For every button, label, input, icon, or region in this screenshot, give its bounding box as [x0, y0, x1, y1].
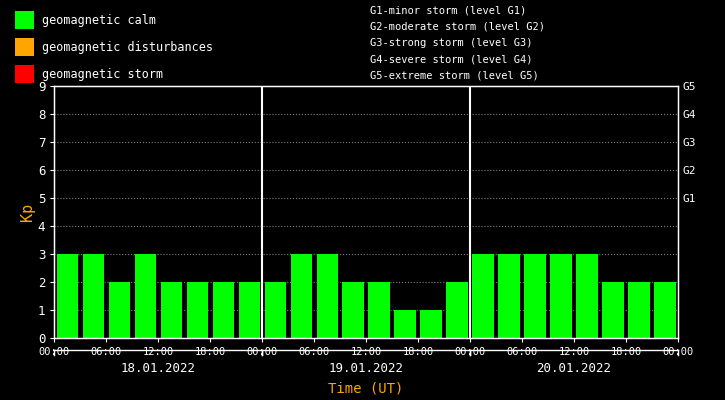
Text: Time (UT): Time (UT) [328, 382, 404, 396]
Bar [550, 254, 571, 338]
Bar [524, 254, 546, 338]
Bar [342, 282, 364, 338]
Text: 19.01.2022: 19.01.2022 [328, 362, 404, 375]
Bar [368, 282, 390, 338]
Bar [83, 254, 104, 338]
Bar [57, 254, 78, 338]
Text: G5-extreme storm (level G5): G5-extreme storm (level G5) [370, 71, 539, 81]
Text: 18.01.2022: 18.01.2022 [121, 362, 196, 375]
Text: G3-strong storm (level G3): G3-strong storm (level G3) [370, 38, 532, 48]
Bar [239, 282, 260, 338]
Bar [161, 282, 182, 338]
Bar [473, 254, 494, 338]
Bar [186, 282, 208, 338]
Bar [629, 282, 650, 338]
Bar [602, 282, 624, 338]
Bar [394, 310, 415, 338]
Bar [265, 282, 286, 338]
Bar [14, 65, 34, 83]
Bar [14, 38, 34, 56]
Bar [447, 282, 468, 338]
Bar [14, 11, 34, 29]
Bar [291, 254, 312, 338]
Text: G2-moderate storm (level G2): G2-moderate storm (level G2) [370, 22, 544, 32]
Bar [135, 254, 156, 338]
Y-axis label: Kp: Kp [20, 203, 35, 221]
Text: G1-minor storm (level G1): G1-minor storm (level G1) [370, 5, 526, 15]
Bar [317, 254, 338, 338]
Bar [420, 310, 442, 338]
Bar [109, 282, 130, 338]
Text: G4-severe storm (level G4): G4-severe storm (level G4) [370, 54, 532, 64]
Text: 20.01.2022: 20.01.2022 [536, 362, 611, 375]
Bar [576, 254, 597, 338]
Text: geomagnetic storm: geomagnetic storm [41, 68, 163, 81]
Bar [498, 254, 520, 338]
Text: geomagnetic calm: geomagnetic calm [41, 14, 156, 26]
Bar [654, 282, 676, 338]
Bar [212, 282, 234, 338]
Text: geomagnetic disturbances: geomagnetic disturbances [41, 41, 212, 54]
